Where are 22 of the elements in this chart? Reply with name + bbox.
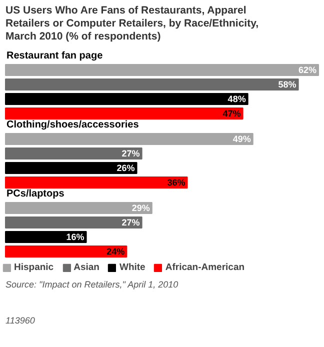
data-label: 16% bbox=[66, 232, 84, 242]
data-label: 27% bbox=[122, 148, 140, 158]
data-label: 24% bbox=[106, 246, 125, 256]
legend-label: African-American bbox=[165, 262, 245, 273]
source-note: Source: "Impact on Retailers," April 1, 2010 bbox=[6, 280, 178, 290]
chart-title: US Users Who Are Fans of Restaurants, Apparel Retailers or Computer Retailers, by Race/Ethnicity, March 2010 (% of respondents) bbox=[6, 4, 259, 42]
data-label: 47% bbox=[222, 108, 241, 118]
data-label: 58% bbox=[278, 80, 296, 90]
data-label: 62% bbox=[298, 65, 316, 75]
y-tick-label: PCs/laptops bbox=[6, 188, 65, 200]
data-label: 26% bbox=[116, 163, 135, 173]
data-label: 49% bbox=[232, 134, 251, 144]
legend-label: Hispanic bbox=[14, 262, 54, 273]
legend-label: White bbox=[119, 262, 146, 273]
y-tick-label: Clothing/shoes/accessories bbox=[6, 120, 140, 130]
legend-label: Asian bbox=[74, 262, 100, 273]
data-label: 36% bbox=[167, 178, 186, 188]
data-label: 48% bbox=[228, 94, 246, 104]
data-label: 29% bbox=[132, 203, 150, 213]
y-tick-label: Restaurant fan page bbox=[6, 50, 104, 62]
data-label: 27% bbox=[122, 218, 140, 228]
text: 113960 bbox=[6, 316, 35, 326]
